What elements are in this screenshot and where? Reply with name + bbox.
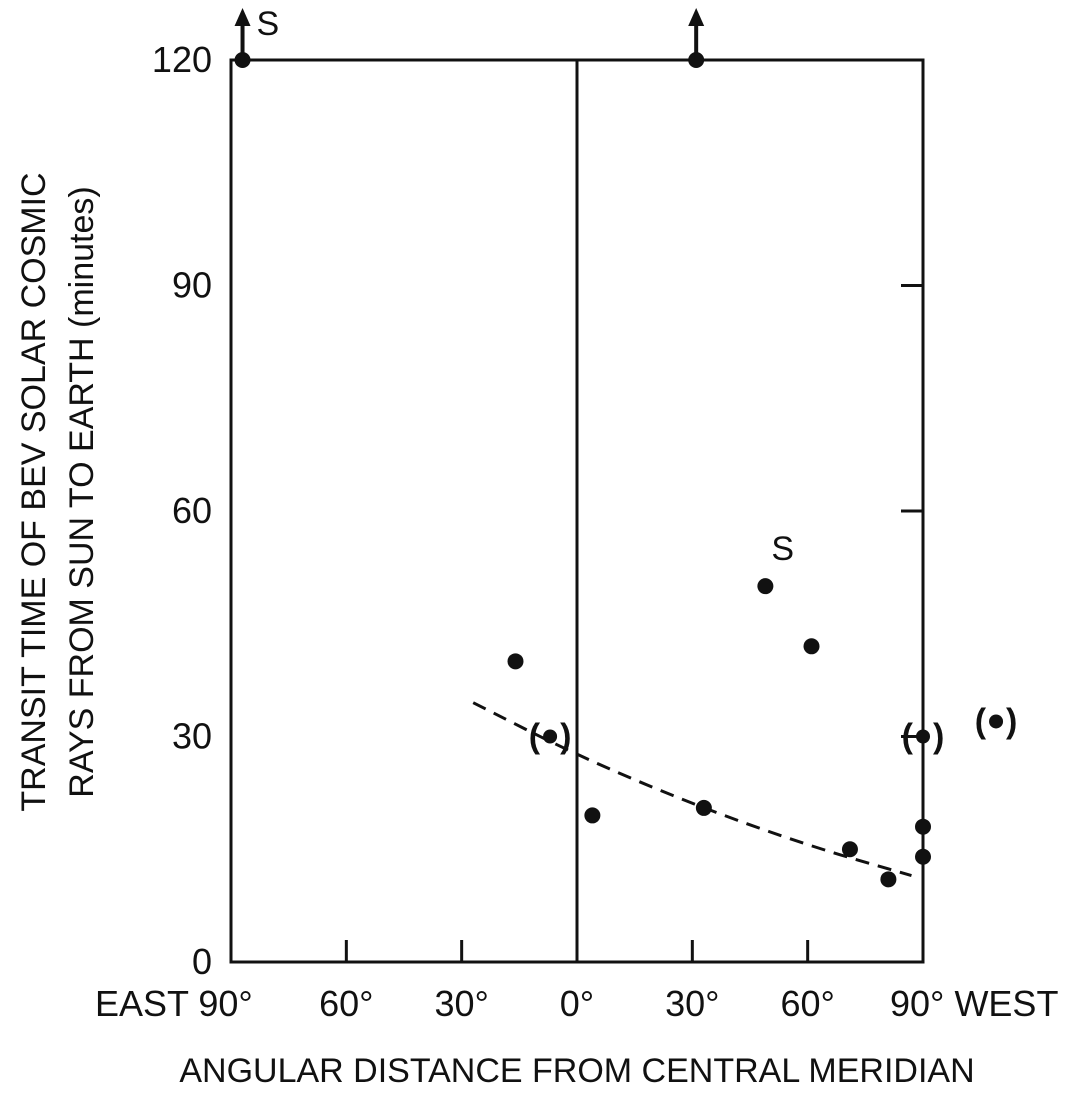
trend-line <box>472 701 912 877</box>
point-paren-right: ) <box>1006 702 1017 740</box>
data-point <box>841 841 858 858</box>
data-point <box>803 638 820 655</box>
y-axis-title-line2: RAYS FROM SUN TO EARTH (minutes) <box>63 186 101 797</box>
point-paren-left: ( <box>975 702 987 740</box>
point-annotation: S <box>771 530 794 568</box>
y-tick-label: 60 <box>172 490 212 531</box>
x-tick-label: 90° WEST <box>890 983 1058 1024</box>
y-tick-label: 30 <box>172 716 212 757</box>
arrow-up-icon <box>234 8 251 26</box>
y-tick-label: 0 <box>192 941 212 982</box>
data-point <box>915 818 931 835</box>
x-tick-label: EAST 90° <box>95 983 253 1024</box>
point-paren-left: ( <box>529 718 541 756</box>
point-paren-right: ) <box>933 718 944 756</box>
data-point-uncertain <box>916 729 930 744</box>
arrow-up-icon <box>688 8 705 26</box>
y-tick-label: 120 <box>152 39 212 80</box>
data-point <box>915 848 931 865</box>
x-tick-label: 60° <box>780 983 834 1024</box>
point-paren-left: ( <box>902 718 914 756</box>
data-point <box>880 871 897 888</box>
data-point <box>507 653 524 670</box>
y-axis-title: TRANSIT TIME OF BEV SOLAR COSMIC RAYS FR… <box>15 172 101 811</box>
data-point-uncertain <box>989 714 1004 729</box>
y-tick-label: 90 <box>172 265 212 306</box>
y-axis-title-line1: TRANSIT TIME OF BEV SOLAR COSMIC <box>15 172 53 811</box>
point-annotation: S <box>257 5 280 43</box>
x-tick-label: 0° <box>560 983 594 1024</box>
data-point-uncertain <box>543 729 558 744</box>
x-tick-label: 60° <box>319 983 373 1024</box>
x-axis-title: ANGULAR DISTANCE FROM CENTRAL MERIDIAN <box>179 1052 974 1090</box>
x-tick-label: 30° <box>434 983 488 1024</box>
data-point <box>695 799 712 816</box>
data-point <box>584 807 601 824</box>
x-tick-label: 30° <box>665 983 719 1024</box>
data-point <box>757 578 774 595</box>
point-paren-right: ) <box>560 718 571 756</box>
chart-marks: EAST 90° 60° 30° 0° 30° 60° 90° WEST 0 30 60 90 120… <box>95 5 1058 1024</box>
